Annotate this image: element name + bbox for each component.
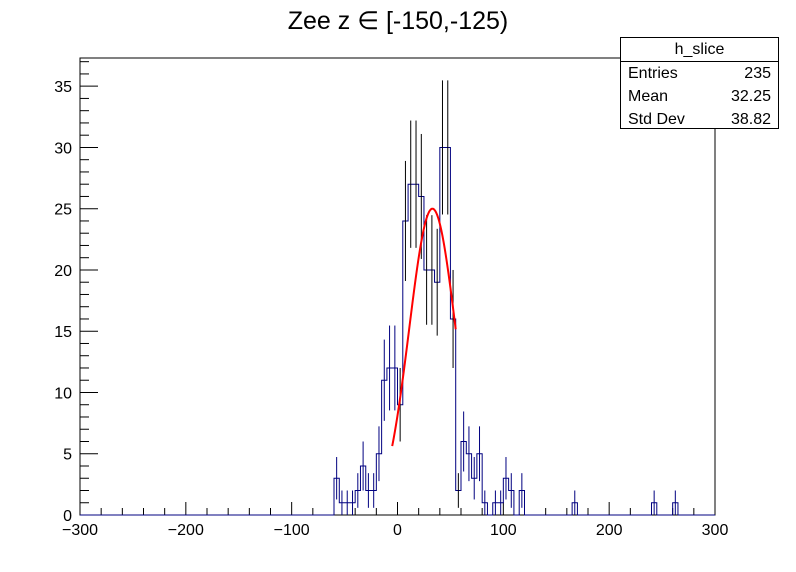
stats-entries-label: Entries (628, 65, 678, 82)
x-tick-label: 0 (393, 522, 402, 539)
x-tick-label: −300 (62, 522, 98, 539)
y-tick-label: 30 (54, 140, 72, 157)
x-tick-label: 300 (702, 522, 729, 539)
chart-title: Zee z ∈ [-150,-125) (287, 7, 509, 35)
y-tick-label: 0 (63, 508, 72, 525)
y-tick-label: 35 (54, 79, 72, 96)
gaussian-fit-curve (391, 207, 457, 447)
stats-entries-row: Entries 235 (621, 62, 778, 85)
histogram-outline (80, 146, 715, 516)
stats-title: h_slice (621, 38, 778, 62)
stats-stddev-label: Std Dev (628, 111, 685, 128)
x-tick-label: −100 (274, 522, 310, 539)
stats-mean-row: Mean 32.25 (621, 85, 778, 108)
y-tick-label: 5 (63, 447, 72, 464)
stats-box: h_slice Entries 235 Mean 32.25 Std Dev 3… (620, 37, 779, 129)
stats-mean-label: Mean (628, 88, 669, 105)
y-tick-label: 25 (54, 202, 72, 219)
stats-mean-value: 32.25 (730, 88, 771, 105)
x-tick-label: −200 (168, 522, 204, 539)
x-tick-label: 100 (490, 522, 517, 539)
stats-stddev-row: Std Dev 38.82 (621, 108, 778, 131)
stats-entries-value: 235 (744, 65, 771, 82)
stats-stddev-value: 38.82 (730, 111, 771, 128)
y-tick-label: 10 (54, 385, 72, 402)
x-tick-label: 200 (596, 522, 623, 539)
y-tick-label: 20 (54, 263, 72, 280)
y-tick-label: 15 (54, 324, 72, 341)
